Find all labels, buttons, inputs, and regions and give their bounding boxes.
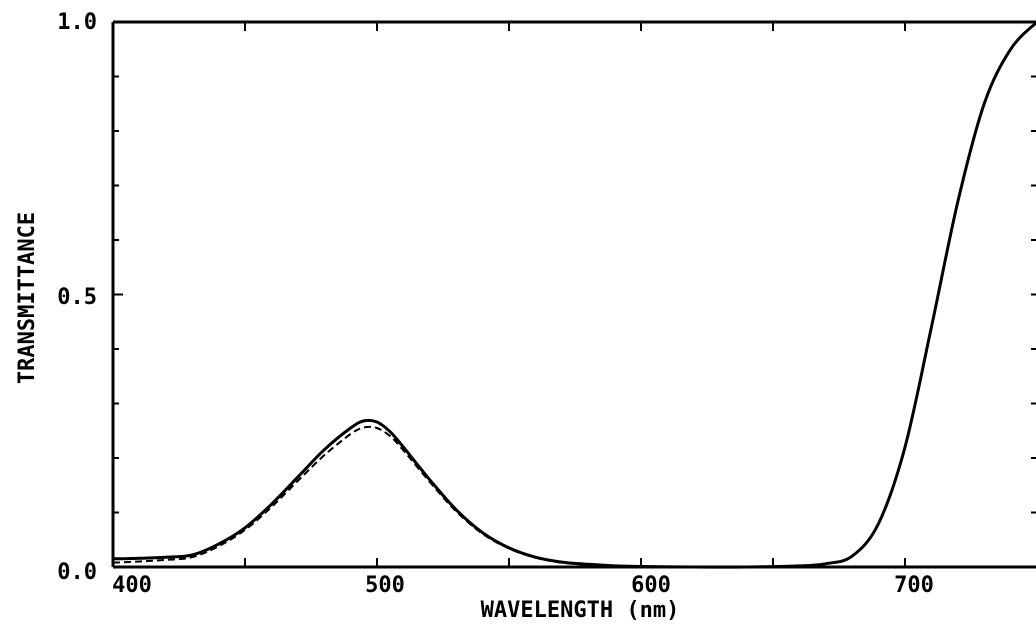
series-group (112, 20, 1036, 569)
y-tick-label-0.5: 0.5 (57, 285, 97, 310)
y-tick-label-0.0: 0.0 (57, 560, 97, 585)
x-tick-label-600: 600 (631, 573, 671, 598)
series-line-solid (112, 20, 1036, 569)
x-tick-label-400: 400 (112, 573, 152, 598)
plot-frame-group (111, 20, 1036, 569)
series-line-dashed (112, 21, 1036, 569)
x-axis-title: WAVELENGTH (nm) (481, 598, 680, 623)
x-tick-label-500: 500 (365, 573, 405, 598)
x-tick-label-700: 700 (894, 573, 934, 598)
y-tick-label-1.0: 1.0 (57, 10, 97, 35)
y-axis-title: TRANSMITTANCE (15, 212, 40, 384)
ticks-group (112, 21, 1036, 568)
